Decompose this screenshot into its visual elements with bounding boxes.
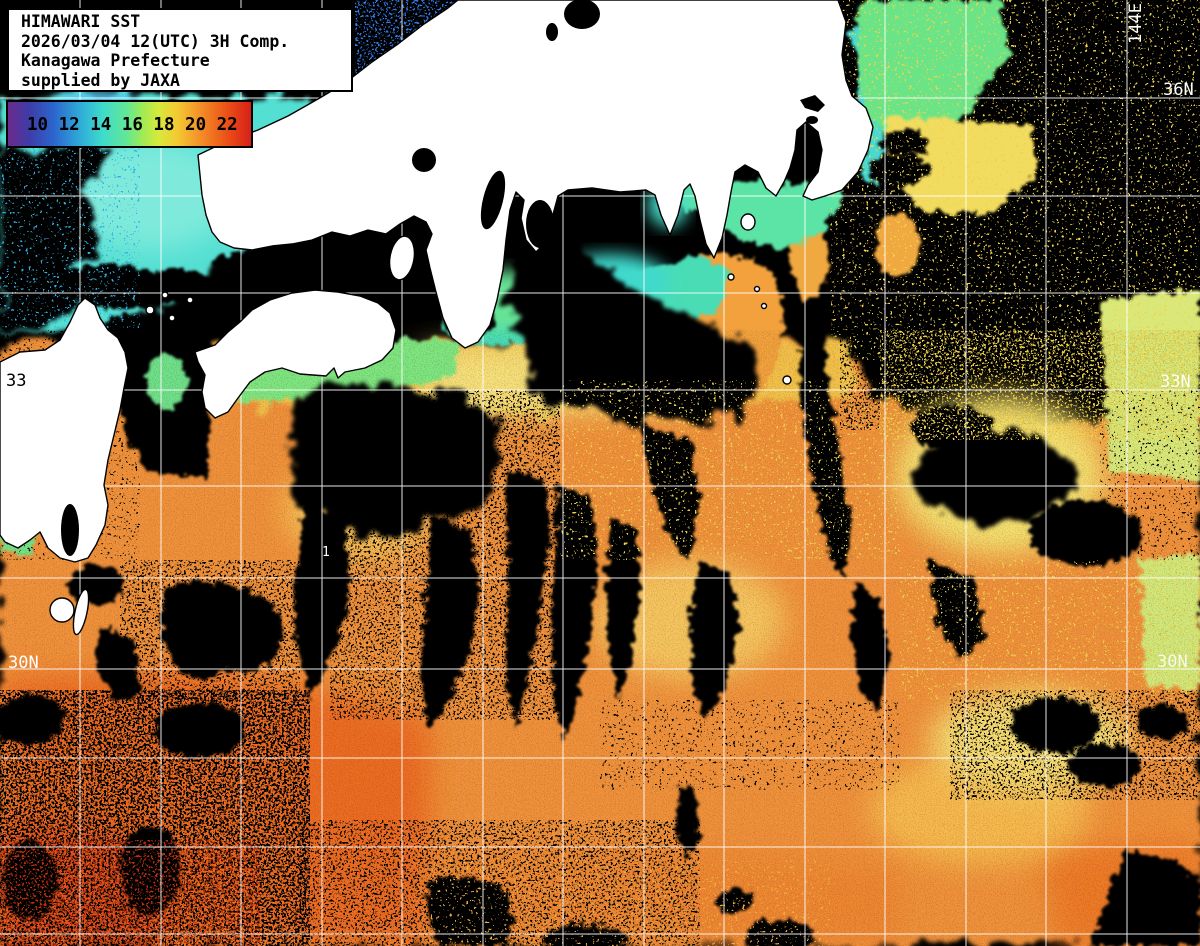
product-name: HIMAWARI SST bbox=[21, 12, 141, 31]
region-line: Kanagawa Prefecture bbox=[21, 51, 210, 70]
land-honshu bbox=[197, 0, 874, 349]
stray-mark: 1 bbox=[322, 545, 330, 560]
ise-bay bbox=[526, 200, 554, 248]
lat-label-30n-left: 30N bbox=[8, 653, 39, 673]
lat-label-30n-right: 30N bbox=[1157, 652, 1188, 672]
land-kyushu bbox=[0, 297, 129, 563]
lon-label-144e: 144E bbox=[1126, 3, 1146, 44]
kagoshima-bay bbox=[61, 504, 79, 556]
tokyo-bay-marks bbox=[800, 95, 825, 112]
land-awaji bbox=[388, 235, 416, 281]
datetime-line: 2026/03/04 12(UTC) 3H Comp. bbox=[21, 31, 290, 51]
land-oshima bbox=[740, 213, 756, 231]
land-tanegashima bbox=[72, 588, 90, 636]
colorbar-tick-labels: 10 12 14 16 18 20 22 bbox=[27, 115, 238, 135]
temperature-colorbar: 10 12 14 16 18 20 22 bbox=[6, 100, 253, 148]
land-shikoku bbox=[194, 289, 397, 419]
title-box: HIMAWARI SST 2026/03/04 12(UTC) 3H Comp.… bbox=[7, 8, 353, 92]
lake-biwa bbox=[480, 170, 506, 230]
land-yakushima bbox=[49, 597, 75, 623]
land-shapes bbox=[0, 0, 874, 636]
wakasa-bay bbox=[412, 148, 436, 172]
coordinate-labels: 136E 144E 36N 33N 30N 33 30N 1 bbox=[6, 3, 1194, 673]
lat-label-33n-right: 33N bbox=[1160, 372, 1191, 392]
lat-label-36n: 36N bbox=[1163, 80, 1194, 100]
credit-line: supplied by JAXA bbox=[21, 70, 180, 90]
lat-label-33-left: 33 bbox=[6, 371, 26, 391]
lon-label-136e: 136E bbox=[482, 8, 502, 49]
inland-water-details bbox=[61, 0, 825, 556]
